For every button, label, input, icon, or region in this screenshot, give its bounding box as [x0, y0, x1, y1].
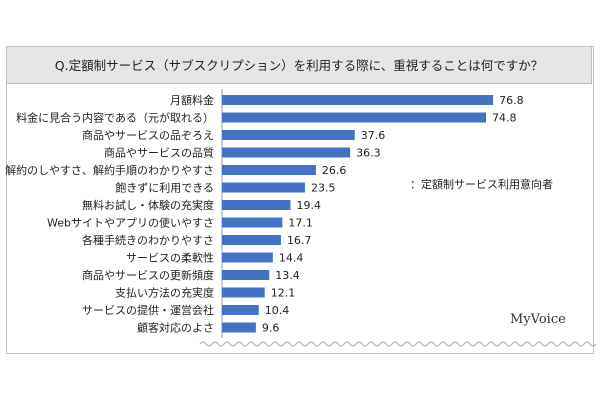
data-label: 23.5	[311, 182, 336, 195]
category-label: 料金に見合う内容である（元が取れる）	[16, 111, 214, 125]
data-label: 19.4	[296, 199, 321, 212]
bar	[222, 287, 265, 298]
axis-break-line	[199, 341, 597, 347]
bar	[222, 322, 256, 333]
bar	[222, 130, 355, 140]
bar	[222, 252, 273, 263]
bar	[222, 165, 316, 175]
bar	[222, 182, 305, 193]
bar	[222, 270, 270, 280]
category-label: サービスの柔軟性	[126, 251, 214, 265]
data-label: 10.4	[265, 304, 290, 317]
data-label: 13.4	[275, 269, 300, 282]
bar	[222, 112, 487, 123]
category-label: 商品やサービスの更新頻度	[82, 268, 214, 282]
bar	[222, 95, 494, 105]
category-label: 月額料金	[170, 93, 214, 107]
category-label: 顧客対応のよさ	[137, 321, 214, 335]
bar	[222, 200, 291, 210]
data-label: 36.3	[356, 147, 381, 160]
data-label: 12.1	[271, 287, 296, 300]
bar	[222, 305, 259, 315]
bar	[222, 235, 281, 245]
data-label: 16.7	[287, 234, 312, 247]
category-label: 支払い方法の充実度	[115, 286, 214, 300]
category-label: 解約のしやすさ、解約手順のわかりやすさ	[5, 163, 214, 177]
brand-logo: MyVoice	[510, 312, 566, 327]
data-label: 17.1	[288, 217, 313, 230]
category-label: 各種手続きのわかりやすさ	[82, 233, 214, 247]
chart-note: ：定額制サービス利用意向者	[410, 178, 553, 191]
category-label: 商品やサービスの品ぞろえ	[82, 128, 214, 142]
bar	[222, 147, 351, 158]
title-bar: Q.定額制サービス（サブスクリプション）を利用する際に、重視することは何ですか？	[6, 46, 592, 84]
category-label: 無料お試し・体験の充実度	[82, 198, 214, 212]
category-label: Webサイトやアプリの使いやすさ	[47, 217, 214, 230]
data-label: 37.6	[361, 129, 386, 142]
category-label: サービスの提供・運営会社	[82, 303, 214, 317]
chart-title: Q.定額制サービス（サブスクリプション）を利用する際に、重視することは何ですか？	[54, 58, 544, 73]
data-label: 74.8	[492, 112, 517, 125]
data-label: 9.6	[262, 322, 280, 335]
category-label: 商品やサービスの品質	[104, 146, 214, 160]
bar	[222, 217, 283, 228]
data-label: 14.4	[279, 252, 304, 265]
data-label: 26.6	[322, 164, 347, 177]
data-label: 76.8	[499, 94, 524, 107]
category-label: 飽きずに利用できる	[115, 181, 214, 195]
